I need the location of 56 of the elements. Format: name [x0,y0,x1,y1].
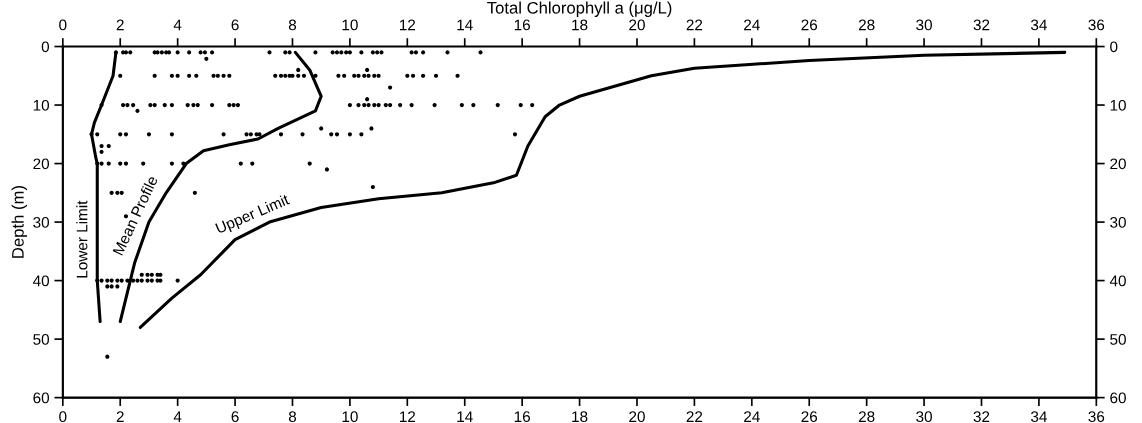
x2-tick-label: 4 [173,19,182,31]
x-tick-label: 14 [457,411,473,422]
y-tick-label: 60 [33,392,50,404]
x2-tick-label: 28 [858,19,875,31]
x2-tick-label: 36 [1088,19,1105,31]
y-tick-label: 0 [41,41,50,53]
x-tick-label: 24 [744,411,760,422]
x-tick-label: 8 [288,411,297,423]
x2-tick-label: 6 [231,19,239,31]
x-tick-label: 16 [514,411,530,423]
x2-tick-label: 14 [457,19,473,31]
y-tick-label: 10 [33,99,50,111]
x-tick-label: 10 [342,411,358,423]
text: Lower Limit [76,200,88,278]
x2-tick-label: 0 [59,19,67,31]
x2-tick-label: 30 [916,19,932,31]
x-tick-label: 34 [1030,411,1047,423]
y2-tick-label: 20 [1110,158,1126,170]
text: Upper Limit [214,193,292,237]
x-tick-label: 6 [231,411,239,423]
y-axis-title: Depth (m) [11,186,28,258]
y2-tick-label: 40 [1109,275,1126,287]
x-axis-title: Total Chlorophyll a (μg/L) [487,1,672,17]
x2-tick-label: 34 [1030,19,1047,31]
x-tick-label: 12 [399,411,416,422]
x2-tick-label: 2 [116,19,124,31]
y2-tick-label: 0 [1110,41,1118,53]
y-tick-label: 40 [32,275,50,287]
x2-tick-label: 10 [342,19,358,31]
y2-tick-label: 30 [1110,216,1126,228]
x2-tick-label: 20 [629,19,645,31]
x-tick-label: 2 [116,411,124,422]
x-tick-label: 26 [801,411,818,423]
x2-tick-label: 24 [744,19,760,31]
y2-tick-label: 60 [1110,392,1126,404]
x2-tick-label: 12 [399,19,416,31]
x-tick-label: 20 [629,411,645,423]
x-tick-label: 32 [973,411,990,423]
x-tick-label: 18 [572,411,588,423]
y-tick-label: 30 [33,216,50,228]
x2-tick-label: 16 [514,19,530,31]
x-tick-label: 4 [173,411,182,422]
y-tick-label: 50 [33,333,50,345]
x-tick-label: 30 [916,411,932,423]
y-tick-label: 20 [33,158,50,170]
y2-tick-label: 50 [1110,333,1126,345]
x-tick-label: 22 [686,411,703,422]
x2-tick-label: 32 [973,19,990,31]
x-tick-label: 0 [59,411,67,423]
x2-tick-label: 18 [572,19,588,31]
y2-tick-label: 10 [1110,99,1126,111]
x-tick-label: 28 [858,411,875,423]
x2-tick-label: 22 [686,19,703,31]
x2-tick-label: 8 [288,19,297,31]
x-tick-label: 36 [1088,411,1105,423]
x2-tick-label: 26 [801,19,818,31]
